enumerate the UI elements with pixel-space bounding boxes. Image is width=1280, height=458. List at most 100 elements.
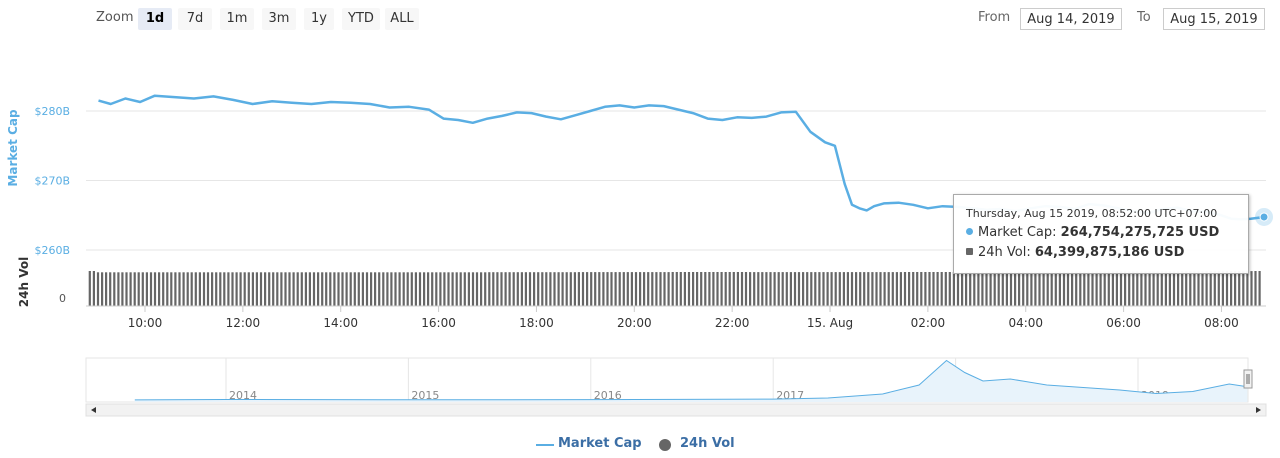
volume-bar bbox=[325, 272, 328, 306]
x-tick-label: 08:00 bbox=[1204, 316, 1239, 330]
volume-bar bbox=[255, 272, 258, 306]
zoom-button-3m[interactable]: 3m bbox=[262, 8, 296, 30]
zoom-button-ytd[interactable]: YTD bbox=[342, 8, 380, 30]
volume-bar bbox=[732, 272, 735, 306]
volume-bar bbox=[883, 272, 886, 306]
from-date-input[interactable]: Aug 14, 2019 bbox=[1020, 8, 1122, 30]
volume-bar bbox=[537, 272, 540, 306]
volume-bar bbox=[643, 272, 646, 306]
volume-bar bbox=[1148, 271, 1151, 306]
volume-bar bbox=[545, 272, 548, 306]
volume-bar bbox=[1164, 271, 1167, 306]
volume-bar bbox=[912, 272, 915, 306]
volume-bar bbox=[687, 272, 691, 306]
to-date-input[interactable]: Aug 15, 2019 bbox=[1163, 8, 1265, 30]
volume-bar bbox=[1140, 271, 1143, 306]
volume-bar bbox=[390, 272, 393, 306]
navigator[interactable]: 201420152016201720182019 bbox=[85, 357, 1267, 417]
zoom-button-1y[interactable]: 1y bbox=[304, 8, 334, 30]
volume-bar bbox=[414, 272, 417, 306]
volume-bar bbox=[451, 272, 454, 306]
zoom-button-1d[interactable]: 1d bbox=[138, 8, 172, 30]
volume-bar bbox=[1079, 271, 1082, 306]
volume-bar bbox=[932, 272, 935, 306]
volume-bar bbox=[231, 272, 234, 306]
zoom-button-1m[interactable]: 1m bbox=[220, 8, 254, 30]
volume-bar bbox=[965, 271, 968, 306]
volume-bar bbox=[1242, 271, 1245, 306]
volume-bar bbox=[121, 272, 124, 306]
volume-bar bbox=[1018, 271, 1021, 306]
volume-bar bbox=[174, 272, 177, 306]
volume-bar bbox=[859, 272, 862, 306]
volume-bar bbox=[1181, 271, 1184, 306]
scroll-right-arrow-icon[interactable] bbox=[1256, 407, 1261, 413]
volume-bar bbox=[1083, 271, 1086, 306]
volume-bar bbox=[936, 272, 939, 306]
volume-bar bbox=[818, 272, 821, 306]
volume-bar bbox=[211, 272, 214, 306]
volume-bar bbox=[675, 272, 678, 306]
volume-bar bbox=[952, 272, 955, 306]
volume-bar bbox=[634, 272, 638, 306]
volume-bar bbox=[341, 272, 344, 306]
volume-bar bbox=[137, 272, 140, 306]
x-tick-label: 02:00 bbox=[911, 316, 946, 330]
navigator-scrollbar[interactable] bbox=[85, 403, 1267, 417]
volume-bar bbox=[133, 272, 136, 306]
volume-bar bbox=[1168, 271, 1171, 306]
volume-bar bbox=[308, 272, 311, 306]
x-tick-label: 14:00 bbox=[323, 316, 358, 330]
volume-bar bbox=[533, 272, 536, 306]
volume-bar bbox=[398, 272, 401, 306]
volume-bar bbox=[508, 272, 511, 306]
navigator-area bbox=[134, 360, 1248, 402]
volume-bar bbox=[1254, 271, 1257, 306]
volume-bar bbox=[598, 272, 601, 306]
navigator-handle[interactable] bbox=[1243, 369, 1253, 389]
volume-bar bbox=[985, 271, 988, 306]
volume-bar bbox=[973, 271, 976, 306]
volume-bar bbox=[1005, 271, 1008, 306]
volume-bar bbox=[618, 272, 621, 306]
volume-bar bbox=[736, 272, 739, 306]
legend-volume[interactable]: 24h Vol bbox=[680, 436, 735, 451]
volume-bar bbox=[227, 272, 230, 306]
legend-market-cap[interactable]: Market Cap bbox=[558, 436, 642, 451]
volume-bar bbox=[162, 272, 165, 306]
zoom-button-7d[interactable]: 7d bbox=[178, 8, 212, 30]
y-tick-label: $260B bbox=[34, 244, 70, 257]
volume-bar bbox=[740, 272, 744, 306]
zoom-button-all[interactable]: ALL bbox=[385, 8, 419, 30]
volume-bar bbox=[484, 272, 487, 306]
volume-bar bbox=[1042, 271, 1045, 306]
x-tick-label: 22:00 bbox=[715, 316, 750, 330]
volume-bar bbox=[720, 272, 723, 306]
x-tick-label: 06:00 bbox=[1106, 316, 1141, 330]
volume-bar bbox=[382, 272, 385, 306]
volume-bar bbox=[1193, 271, 1196, 306]
volume-bar bbox=[1225, 271, 1229, 306]
volume-bar bbox=[789, 272, 792, 306]
volume-bar bbox=[488, 272, 491, 306]
navigator-line bbox=[134, 359, 1248, 401]
volume-bar bbox=[704, 272, 707, 306]
volume-bar bbox=[753, 272, 756, 306]
volume-bar bbox=[744, 272, 748, 306]
navigator-tick-label: 2014 bbox=[229, 389, 257, 402]
volume-bar bbox=[561, 272, 564, 306]
volume-bar bbox=[145, 272, 148, 306]
volume-bar bbox=[997, 271, 1000, 306]
volume-bar bbox=[948, 272, 951, 306]
volume-bar bbox=[101, 272, 104, 306]
volume-bar bbox=[1258, 271, 1261, 306]
volume-bar bbox=[846, 272, 849, 306]
volume-bar bbox=[855, 272, 858, 306]
volume-bar bbox=[443, 272, 446, 306]
scroll-left-arrow-icon[interactable] bbox=[91, 407, 96, 413]
volume-bar bbox=[777, 272, 780, 306]
volume-bar bbox=[288, 272, 291, 306]
volume-bar bbox=[814, 272, 817, 306]
volume-bar bbox=[1022, 271, 1025, 306]
